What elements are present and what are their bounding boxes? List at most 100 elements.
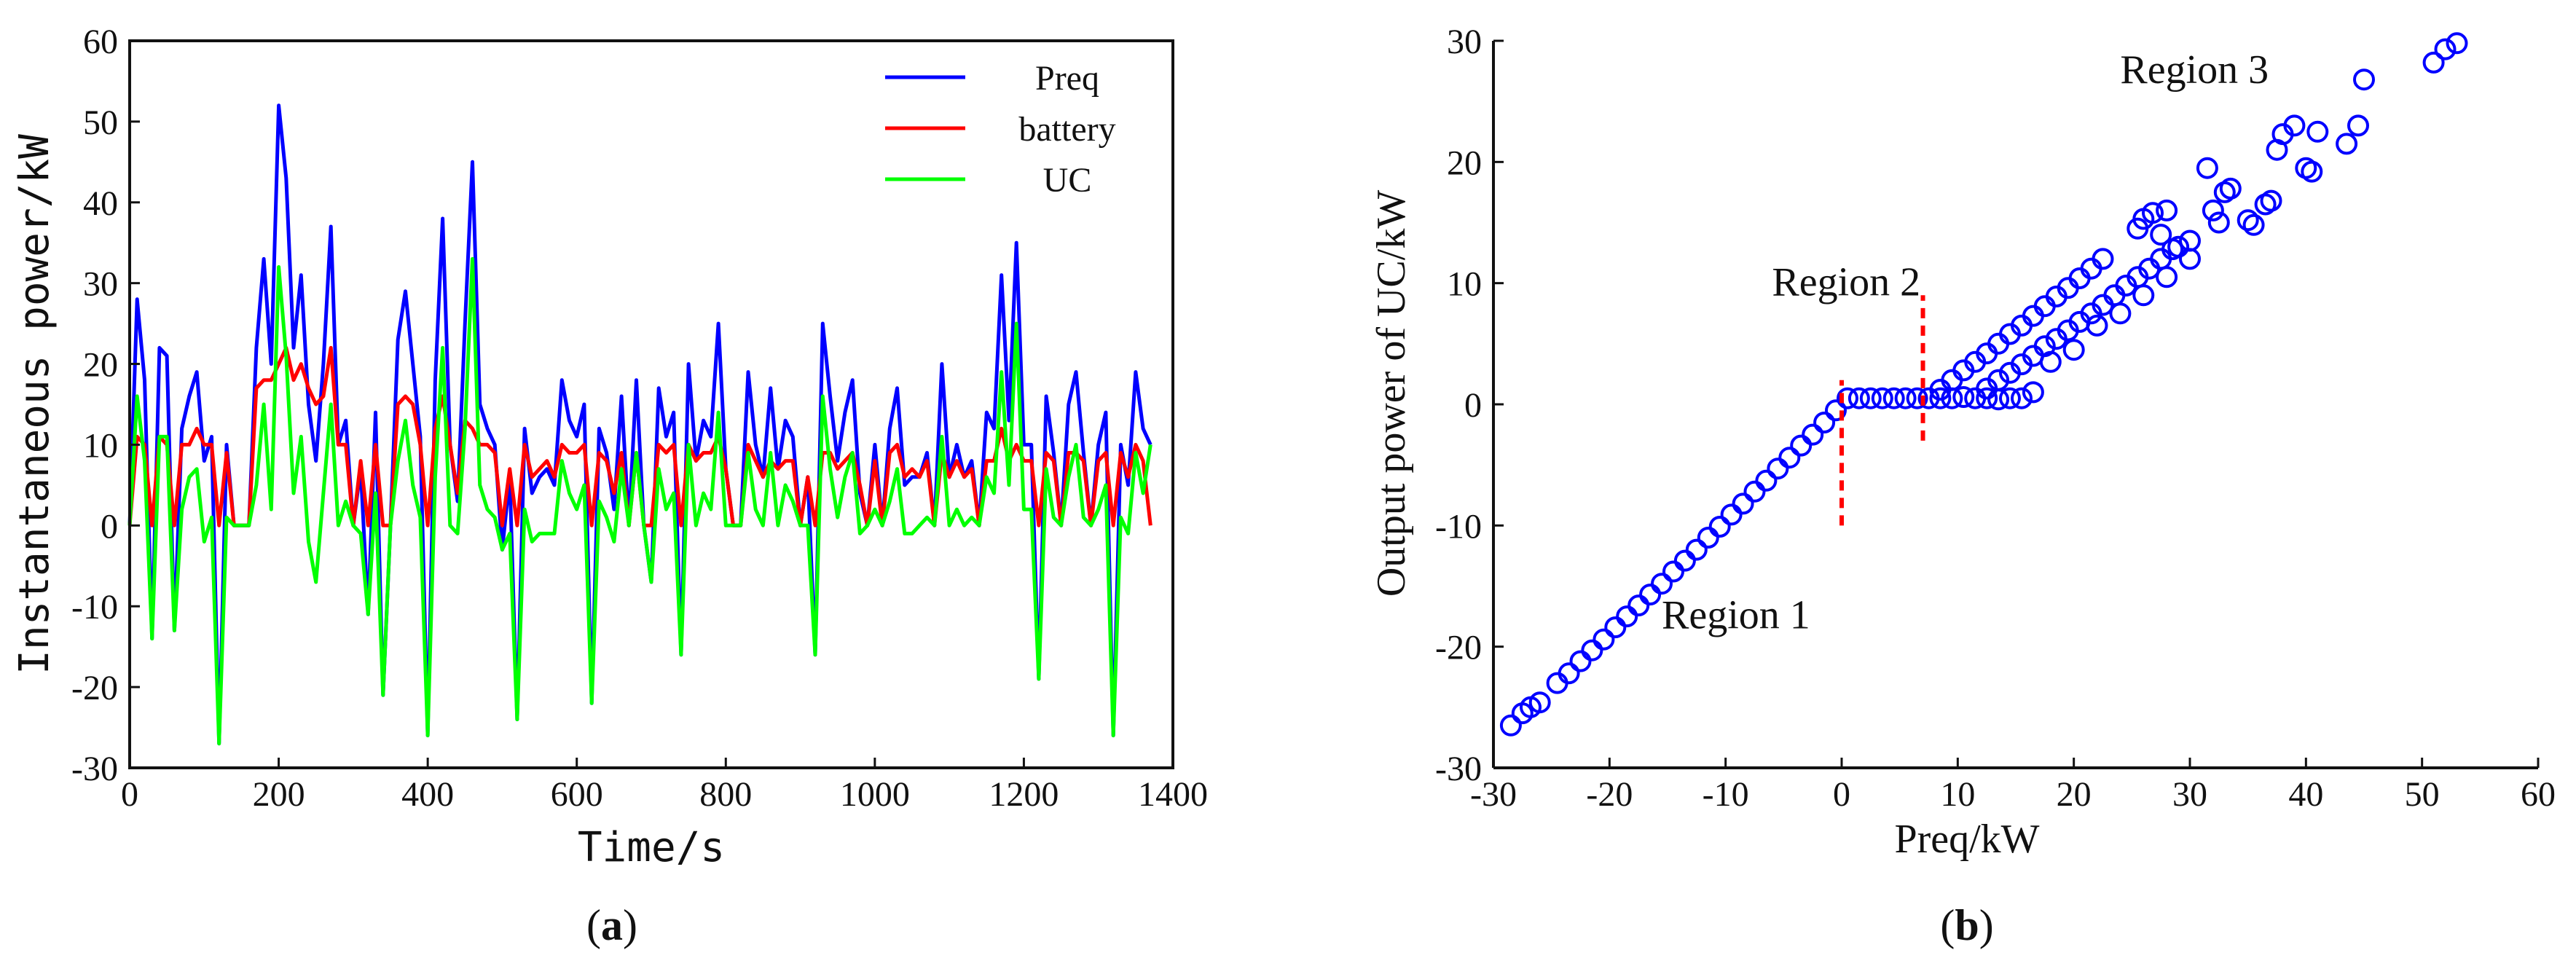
scatter-point — [1499, 714, 1522, 737]
panel-a-xlabel: Time/s — [578, 824, 725, 871]
scatter-point — [1778, 447, 1801, 469]
scatter-point — [1825, 399, 1847, 422]
panel-a-ticks: 0 200 400 600 800 1000 1200 1400 -30 -20 -10 0 10 20 3… — [71, 23, 1208, 814]
scatter-point — [1720, 503, 1743, 526]
scatter-point — [1871, 387, 1893, 409]
panel-b-boundaries — [1839, 295, 1925, 526]
scatter-point — [2150, 224, 2172, 246]
y-tick-label: -10 — [71, 588, 118, 627]
scatter-point — [1569, 650, 1592, 672]
scatter-point — [2301, 160, 2323, 183]
scatter-point — [1732, 492, 1754, 515]
scatter-point — [1802, 423, 1824, 446]
series-line-uc — [127, 256, 1152, 746]
scatter-point — [2347, 114, 2369, 137]
x-tick-label: 60 — [2521, 775, 2556, 814]
scatter-point — [1528, 691, 1551, 714]
panel-a: 0 200 400 600 800 1000 1200 1400 -30 -20 -10 0 10 20 3… — [11, 23, 1208, 949]
scatter-point — [1627, 594, 1650, 617]
scatter-point — [1581, 639, 1603, 661]
scatter-point — [1790, 434, 1813, 457]
x-tick-label: 800 — [699, 775, 752, 814]
x-tick-label: 10 — [1940, 775, 1975, 814]
x-tick-label: -20 — [1586, 775, 1633, 814]
scatter-point — [2132, 284, 2155, 307]
y-tick-label: -10 — [1435, 507, 1482, 546]
scatter-point — [1952, 386, 1975, 408]
x-tick-label: 0 — [121, 775, 138, 814]
scatter-point — [1976, 387, 1998, 409]
scatter-point — [1651, 573, 1673, 595]
scatter-point — [1755, 469, 1778, 492]
scatter-point — [1813, 412, 1836, 433]
panel-a-axes-frame — [128, 39, 1174, 769]
scatter-point — [1837, 387, 1858, 409]
y-tick-label: -20 — [1435, 629, 1482, 667]
scatter-point — [1593, 628, 1615, 651]
scatter-point — [2179, 229, 2201, 252]
y-tick-label: 50 — [83, 103, 118, 142]
scatter-point — [1882, 387, 1905, 409]
scatter-point — [2336, 133, 2358, 155]
panel-b-label: (b) — [1940, 901, 1993, 949]
scatter-point — [2142, 202, 2164, 224]
y-tick-label: -30 — [1435, 750, 1482, 788]
scatter-point — [2446, 32, 2468, 55]
y-tick-label: 40 — [83, 184, 118, 223]
x-tick-label: 50 — [2405, 775, 2440, 814]
scatter-point — [1604, 616, 1627, 639]
scatter-point — [2011, 387, 2033, 409]
scatter-point — [2353, 68, 2375, 91]
x-tick-label: 1200 — [989, 775, 1059, 814]
scatter-point — [1847, 387, 1870, 409]
y-tick-label: -20 — [71, 669, 118, 707]
x-tick-label: -10 — [1703, 775, 1749, 814]
x-tick-label: 0 — [1833, 775, 1850, 814]
y-tick-label: 30 — [1447, 23, 1482, 61]
panel-a-legend: Preq battery UC — [885, 59, 1116, 200]
panel-b-points — [1499, 32, 2468, 737]
panel-a-series — [127, 103, 1152, 746]
scatter-point — [1767, 458, 1789, 480]
scatter-point — [2109, 302, 2132, 325]
scatter-point — [1558, 662, 1580, 685]
scatter-point — [2086, 314, 2108, 337]
y-tick-label: 30 — [83, 265, 118, 304]
scatter-point — [2283, 114, 2306, 137]
panel-b-ylabel: Output power of UC/kW — [1369, 190, 1414, 597]
scatter-point — [2092, 248, 2114, 270]
scatter-point — [2207, 211, 2230, 234]
y-tick-label: 0 — [101, 507, 118, 546]
scatter-point — [2434, 38, 2457, 60]
scatter-point — [1616, 605, 1638, 628]
legend-label-uc: UC — [1043, 161, 1092, 200]
legend-label-preq: Preq — [1035, 59, 1099, 98]
scatter-point — [1639, 584, 1662, 606]
y-tick-label: 60 — [83, 23, 118, 61]
x-tick-label: 30 — [2172, 775, 2207, 814]
y-tick-label: 20 — [1447, 144, 1482, 182]
panel-b-xlabel: Preq/kW — [1894, 817, 2039, 862]
scatter-point — [2242, 213, 2265, 236]
scatter-point — [2196, 157, 2218, 179]
x-tick-label: 600 — [551, 775, 603, 814]
scatter-point — [2156, 266, 2178, 288]
region-1-label: Region 1 — [1662, 593, 1810, 638]
scatter-point — [1999, 387, 2021, 409]
scatter-point — [1743, 480, 1766, 503]
scatter-point — [2156, 199, 2178, 221]
scatter-point — [2062, 339, 2085, 361]
scatter-point — [1697, 527, 1719, 549]
panel-a-ylabel: Instantaneous power/kW — [11, 134, 58, 675]
x-tick-label: 1000 — [840, 775, 910, 814]
scatter-point — [2039, 350, 2062, 373]
x-tick-label: 400 — [401, 775, 454, 814]
x-tick-label: 200 — [253, 775, 305, 814]
panel-b-annotations: Region 1 Region 2 Region 3 — [1662, 47, 2269, 638]
scatter-point — [1906, 387, 1928, 409]
y-tick-label: -30 — [71, 750, 118, 788]
scatter-point — [1662, 560, 1684, 583]
y-tick-label: 0 — [1464, 386, 1482, 425]
x-tick-label: -30 — [1470, 775, 1517, 814]
